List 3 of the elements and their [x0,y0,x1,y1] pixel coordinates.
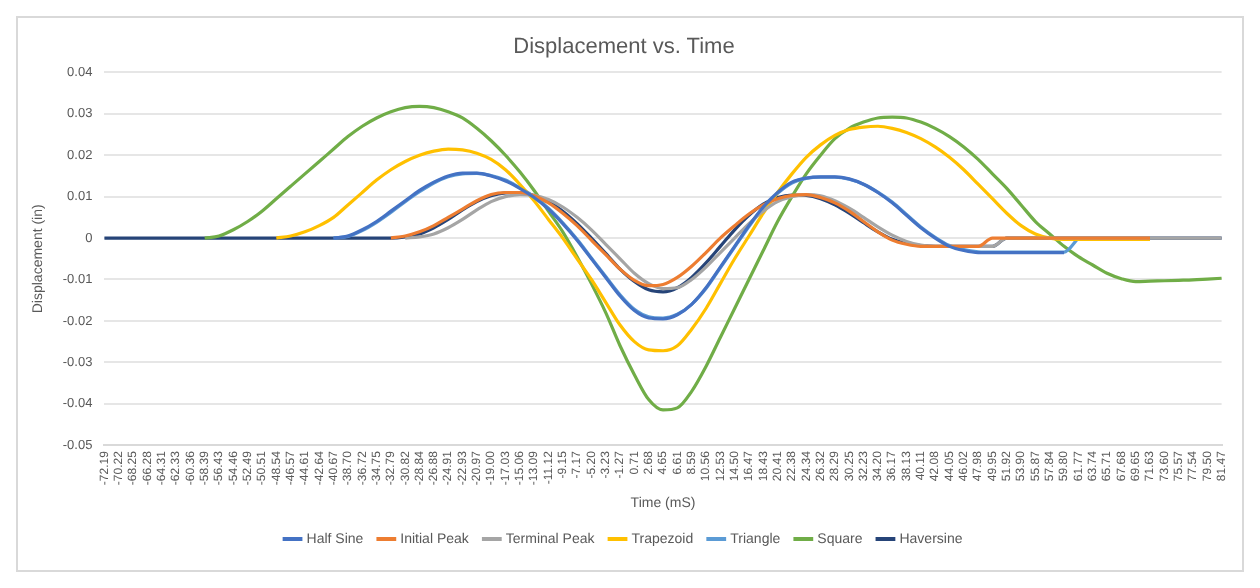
line-series [274,124,1152,353]
line-series [203,104,1224,412]
chart-title: Displacement vs. Time [513,35,735,60]
